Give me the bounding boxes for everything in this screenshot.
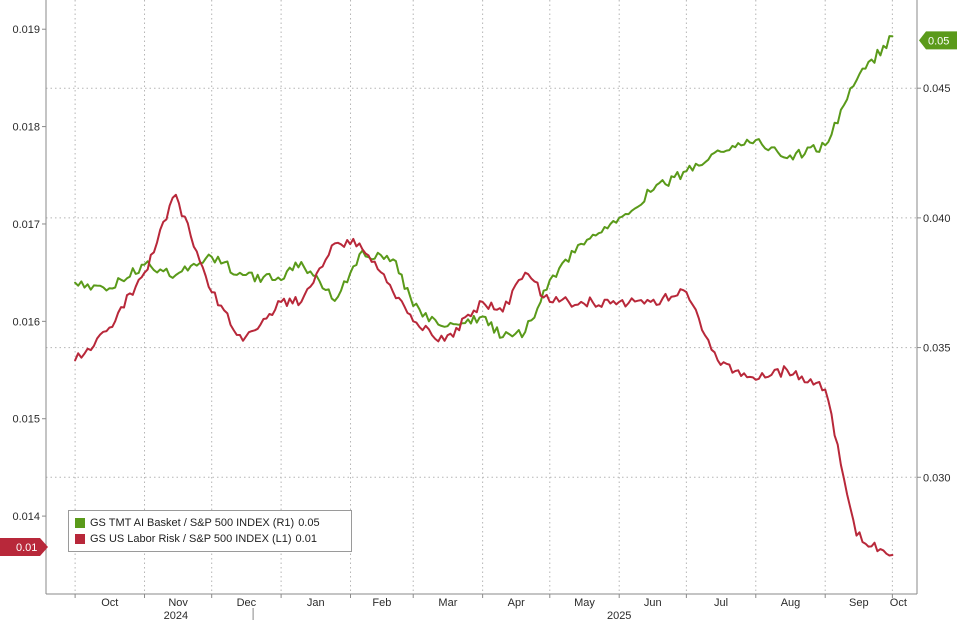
- x-tick-label: Sep: [849, 597, 869, 609]
- axes-layer: [42, 0, 921, 620]
- x-tick-label: Oct: [890, 597, 907, 609]
- legend-value-tmt-ai: 0.05: [298, 517, 320, 529]
- y-left-tick-label: 0.018: [12, 122, 40, 134]
- x-tick-label: Jun: [644, 597, 662, 609]
- x-tick-label: Jan: [307, 597, 325, 609]
- y-left-tick-label: 0.016: [12, 316, 40, 328]
- legend-value-labor-risk: 0.01: [295, 533, 317, 545]
- x-tick-label: Oct: [101, 597, 118, 609]
- x-tick-label: May: [574, 597, 595, 609]
- x-tick-label: Dec: [237, 597, 257, 609]
- x-tick-label: Apr: [508, 597, 525, 609]
- badges-layer: 0.05 0.01: [0, 31, 957, 556]
- chart-legend: GS TMT AI Basket / S&P 500 INDEX (R1) 0.…: [68, 510, 352, 552]
- series-line-tmt-ai: [74, 35, 894, 339]
- legend-label-tmt-ai: GS TMT AI Basket / S&P 500 INDEX (R1): [90, 517, 295, 529]
- x-tick-label: Jul: [714, 597, 728, 609]
- labels-layer: 0.014 0.015 0.016 0.017 0.018 0.019 0.030 0.035…: [12, 24, 950, 622]
- legend-row-labor-risk: GS US Labor Risk / S&P 500 INDEX (L1) 0.…: [75, 531, 345, 547]
- legend-row-tmt-ai: GS TMT AI Basket / S&P 500 INDEX (R1) 0.…: [75, 515, 345, 531]
- grid-layer: [46, 0, 917, 594]
- year-label-2024: 2024: [164, 610, 188, 622]
- series-line-labor-risk: [74, 193, 894, 557]
- badge-right-last-value: [919, 31, 957, 50]
- y-right-tick-label: 0.040: [923, 213, 951, 225]
- badge-right-text: 0.05: [928, 35, 949, 47]
- badge-left-text: 0.01: [16, 542, 37, 554]
- legend-label-labor-risk: GS US Labor Risk / S&P 500 INDEX (L1): [90, 533, 292, 545]
- series-layer: [74, 35, 894, 557]
- y-left-tick-label: 0.019: [12, 24, 40, 36]
- legend-swatch-tmt-ai: [75, 518, 85, 528]
- y-left-tick-label: 0.017: [12, 219, 40, 231]
- y-right-tick-label: 0.030: [923, 472, 951, 484]
- badge-left-last-value: [0, 538, 48, 556]
- x-tick-label: Mar: [438, 597, 457, 609]
- x-tick-label: Nov: [168, 597, 188, 609]
- x-tick-label: Feb: [372, 597, 391, 609]
- x-tick-label: Aug: [781, 597, 801, 609]
- y-left-tick-label: 0.015: [12, 414, 40, 426]
- y-right-tick-label: 0.045: [923, 83, 951, 95]
- legend-swatch-labor-risk: [75, 534, 85, 544]
- y-right-tick-label: 0.035: [923, 343, 951, 355]
- year-label-2025: 2025: [607, 610, 631, 622]
- y-left-tick-label: 0.014: [12, 511, 40, 523]
